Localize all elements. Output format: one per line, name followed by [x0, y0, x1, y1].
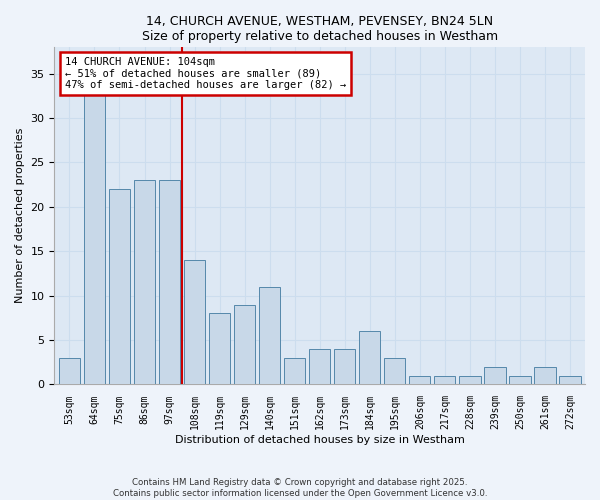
- Bar: [259, 287, 280, 384]
- Y-axis label: Number of detached properties: Number of detached properties: [15, 128, 25, 304]
- Bar: [334, 349, 355, 384]
- Bar: [159, 180, 180, 384]
- Bar: [109, 189, 130, 384]
- Bar: [434, 376, 455, 384]
- Bar: [535, 366, 556, 384]
- Bar: [59, 358, 80, 384]
- Bar: [309, 349, 331, 384]
- Bar: [409, 376, 430, 384]
- X-axis label: Distribution of detached houses by size in Westham: Distribution of detached houses by size …: [175, 435, 464, 445]
- Bar: [134, 180, 155, 384]
- Title: 14, CHURCH AVENUE, WESTHAM, PEVENSEY, BN24 5LN
Size of property relative to deta: 14, CHURCH AVENUE, WESTHAM, PEVENSEY, BN…: [142, 15, 498, 43]
- Bar: [359, 331, 380, 384]
- Bar: [209, 314, 230, 384]
- Text: 14 CHURCH AVENUE: 104sqm
← 51% of detached houses are smaller (89)
47% of semi-d: 14 CHURCH AVENUE: 104sqm ← 51% of detach…: [65, 57, 346, 90]
- Bar: [384, 358, 406, 384]
- Bar: [84, 92, 105, 385]
- Bar: [509, 376, 530, 384]
- Bar: [459, 376, 481, 384]
- Bar: [184, 260, 205, 384]
- Bar: [484, 366, 506, 384]
- Bar: [234, 304, 255, 384]
- Bar: [559, 376, 581, 384]
- Text: Contains HM Land Registry data © Crown copyright and database right 2025.
Contai: Contains HM Land Registry data © Crown c…: [113, 478, 487, 498]
- Bar: [284, 358, 305, 384]
